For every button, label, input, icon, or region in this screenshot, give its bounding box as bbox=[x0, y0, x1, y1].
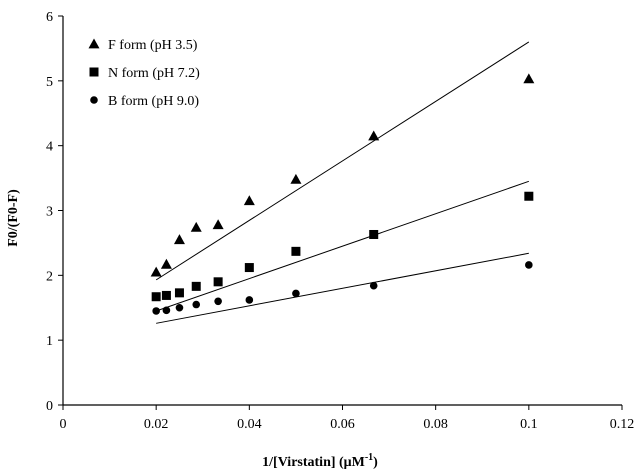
data-point-series-1 bbox=[290, 173, 302, 184]
x-tick-label: 0.12 bbox=[610, 417, 635, 432]
data-point-series-3 bbox=[175, 303, 184, 312]
data-point-series-1 bbox=[160, 258, 172, 269]
data-point-series-3 bbox=[369, 281, 378, 290]
data-point-series-1 bbox=[523, 73, 535, 84]
x-tick-label: 0.04 bbox=[237, 417, 262, 432]
data-point-series-3 bbox=[214, 297, 222, 306]
legend-label-series-2: N form (pH 7.2) bbox=[108, 66, 200, 81]
x-axis-title-main: 1/[Virstatin] (μM bbox=[262, 455, 365, 470]
x-axis-title: 1/[Virstatin] (μM-1) bbox=[262, 452, 378, 470]
data-point-series-3 bbox=[192, 300, 201, 309]
trend-line-series-2 bbox=[156, 180, 529, 312]
data-point-series-3 bbox=[525, 261, 533, 269]
data-point-series-1 bbox=[212, 219, 224, 230]
trend-line-series-3 bbox=[156, 252, 529, 324]
data-point-series-2 bbox=[244, 263, 254, 273]
data-point-series-3 bbox=[162, 306, 171, 315]
x-tick-label: 0.08 bbox=[423, 417, 448, 432]
fit-lines bbox=[155, 41, 530, 324]
axes: 0 1 2 3 4 5 6 0 0.02 0.04 0.06 0.08 0.1 0.12 bbox=[46, 10, 634, 432]
legend-marker-series-1 bbox=[88, 38, 100, 49]
data-point-series-2 bbox=[151, 292, 161, 302]
data-point-series-2 bbox=[213, 277, 223, 287]
data-point-series-3 bbox=[152, 307, 160, 315]
data-point-series-2 bbox=[191, 281, 201, 291]
data-markers bbox=[150, 73, 535, 315]
data-point-series-1 bbox=[243, 195, 255, 206]
y-tick-label: 2 bbox=[46, 269, 53, 284]
legend-label-series-1: F form (pH 3.5) bbox=[108, 38, 198, 53]
data-point-series-2 bbox=[161, 290, 171, 300]
data-point-series-1 bbox=[173, 234, 185, 245]
data-point-series-2 bbox=[524, 191, 534, 201]
y-tick-label: 1 bbox=[46, 334, 53, 349]
data-point-series-1 bbox=[150, 266, 162, 277]
y-tick-label: 3 bbox=[46, 205, 53, 220]
legend: F form (pH 3.5) N form (pH 7.2) B form (pH… bbox=[88, 38, 200, 109]
x-axis-title-suffix: ) bbox=[373, 455, 378, 470]
y-tick-label: 4 bbox=[46, 140, 53, 155]
data-point-series-3 bbox=[245, 296, 254, 304]
data-point-series-2 bbox=[291, 246, 301, 256]
data-point-series-2 bbox=[369, 229, 379, 239]
legend-marker-series-3 bbox=[90, 96, 98, 104]
data-point-series-1 bbox=[368, 130, 380, 141]
data-point-series-1 bbox=[190, 221, 202, 232]
x-tick-label: 0.1 bbox=[520, 417, 538, 432]
y-axis-title: F0/(F0-F) bbox=[6, 189, 21, 247]
data-point-series-3 bbox=[292, 289, 300, 298]
trend-line-series-1 bbox=[155, 41, 530, 281]
x-tick-label: 0.06 bbox=[330, 417, 355, 432]
y-tick-label: 0 bbox=[46, 399, 53, 414]
y-tick-label: 5 bbox=[46, 75, 53, 90]
y-tick-label: 6 bbox=[46, 10, 53, 25]
x-tick-label: 0 bbox=[60, 417, 67, 432]
legend-marker-series-2 bbox=[89, 67, 99, 77]
x-axis-title-superscript: -1 bbox=[365, 452, 373, 463]
data-point-series-2 bbox=[174, 288, 184, 298]
x-tick-label: 0.02 bbox=[144, 417, 169, 432]
legend-label-series-3: B form (pH 9.0) bbox=[108, 94, 199, 109]
